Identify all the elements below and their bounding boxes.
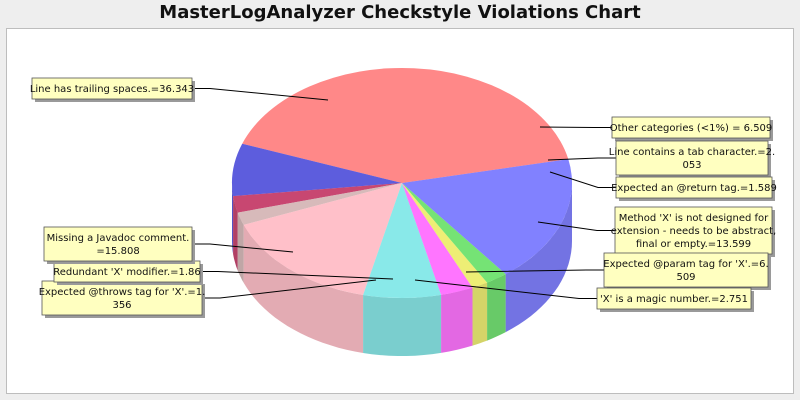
leader-line [200,271,394,280]
leader-line [547,157,616,161]
pie-slice-3[interactable] [237,183,402,225]
label-box [43,226,193,262]
pie-slice-7[interactable] [402,183,488,288]
label-box [615,176,773,199]
pie-slice-2[interactable] [233,183,402,213]
label-text: Line has trailing spaces.=36.343 [30,84,194,95]
slice-labels: Line has trailing spaces.=36.343 Other ca… [30,77,777,318]
label-text: Line contains a tab character.=2. [609,147,775,158]
label-box [603,252,769,288]
pie-side-4 [243,224,364,353]
label-text: Expected @param tag for 'X'.=6. [603,259,768,270]
slice-label-0: Line has trailing spaces.=36.343 [30,77,329,102]
pie-side-7 [472,282,488,346]
label-text: 053 [682,160,701,171]
pie-slice-0[interactable] [242,67,569,183]
label-text: =15.808 [96,246,139,257]
leader-line [192,88,329,101]
label-text: Expected an @return tag.=1.589 [611,183,777,194]
leader-line [539,126,612,128]
pie-side-3 [237,212,244,283]
label-text: extension - needs to be abstract, [611,226,776,237]
pie-side-8 [487,274,506,341]
pie-side-6 [441,287,473,353]
leader-line [414,279,597,299]
pie-side-9 [505,183,572,333]
pie-slice-4[interactable] [243,183,402,295]
label-box [31,77,193,100]
label-text: Other categories (<1%) = 6.509 [610,123,773,134]
label-text: final or empty.=13.599 [636,239,751,250]
slice-label-7: Expected @throws tag for 'X'.=1. 356 [39,279,377,318]
slice-label-6: 'X' is a magic number.=2.751 [414,279,754,312]
slice-label-4: Method 'X' is not designed for extension … [537,206,776,257]
slice-label-2: Line contains a tab character.=2. 053 [547,140,775,178]
slice-label-5: Expected @param tag for 'X'.=6. 509 [465,252,771,290]
label-text: Missing a Javadoc comment. [47,233,190,244]
label-box [611,116,771,139]
label-text: Expected @throws tag for 'X'.=1. [39,287,206,298]
pie-slice-8[interactable] [402,183,506,283]
label-text: 356 [112,300,131,311]
slice-label-8: Redundant 'X' modifier.=1.86 [53,260,394,285]
leader-line [192,243,294,253]
leader-line [202,279,377,299]
slice-label-3: Expected an @return tag.=1.589 [549,171,777,201]
pie-side-1 [232,183,234,255]
label-text: 'X' is a magic number.=2.751 [600,294,748,305]
label-box [615,140,769,176]
chart-title: MasterLogAnalyzer Checkstyle Violations … [159,2,641,23]
slice-label-9: Missing a Javadoc comment. =15.808 [43,226,294,264]
leader-line [465,269,604,273]
label-text: Redundant 'X' modifier.=1.86 [53,267,201,278]
leader-line [537,221,615,231]
label-text: Method 'X' is not designed for [619,213,769,224]
pie-slice-6[interactable] [402,183,473,295]
pie-slice-9[interactable] [402,159,573,275]
slice-label-1: Other categories (<1%) = 6.509 [539,116,773,141]
leader-line [549,171,616,188]
pie-side-2 [233,196,238,271]
pie-sides [232,183,572,356]
pie-side-5 [363,294,442,356]
label-text: 509 [676,272,695,283]
pie-slice-5[interactable] [363,183,442,299]
label-box [614,206,773,255]
label-box [41,280,203,316]
pie-slice-1[interactable] [231,143,402,197]
pie-tops [231,67,573,299]
label-box [596,287,752,310]
